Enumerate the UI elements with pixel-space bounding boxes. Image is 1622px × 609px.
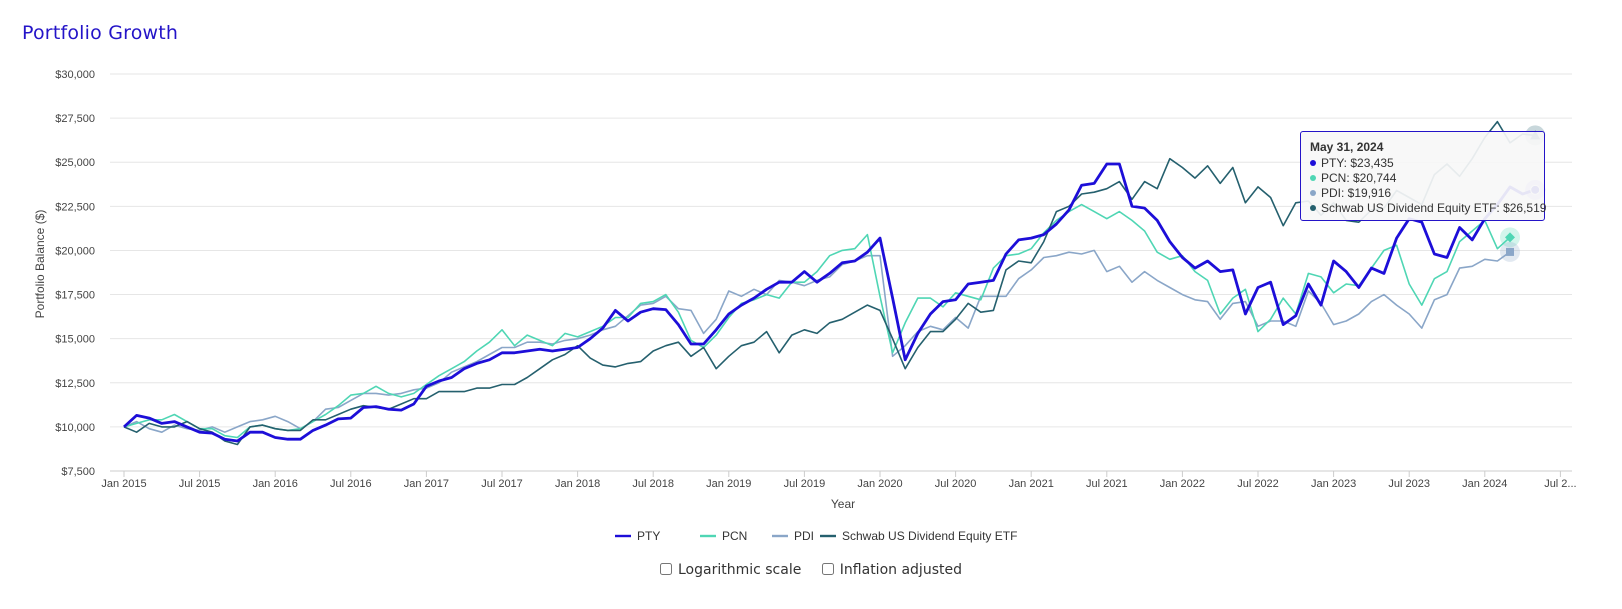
log-scale-option[interactable]: Logarithmic scale bbox=[660, 562, 806, 578]
y-tick-label: $15,000 bbox=[55, 334, 95, 346]
x-tick-label: Jul 2022 bbox=[1237, 478, 1279, 490]
x-tick-label: Jul 2016 bbox=[330, 478, 372, 490]
x-tick-label: Jul 2020 bbox=[935, 478, 977, 490]
x-tick-label: Jul 2017 bbox=[481, 478, 523, 490]
series-dot-icon bbox=[1310, 205, 1316, 211]
y-tick-label: $12,500 bbox=[55, 378, 95, 390]
x-tick-label: Jan 2021 bbox=[1009, 478, 1054, 490]
tooltip-row-schd: Schwab US Dividend Equity ETF: $26,519 bbox=[1310, 201, 1546, 216]
y-tick-label: $25,000 bbox=[55, 157, 95, 169]
inflation-checkbox[interactable] bbox=[821, 563, 834, 575]
x-tick-label: Jul 2023 bbox=[1388, 478, 1430, 490]
x-tick-label: Jul 2015 bbox=[179, 478, 221, 490]
legend[interactable]: PTY PCN PDI Schwab US Dividend Equity ETF bbox=[615, 529, 1017, 543]
series-dot-icon bbox=[1310, 175, 1316, 181]
y-tick-label: $10,000 bbox=[55, 422, 95, 434]
series-line-pcn[interactable] bbox=[123, 203, 1511, 439]
legend-item[interactable]: Schwab US Dividend Equity ETF bbox=[842, 529, 1017, 543]
series-line-pty[interactable] bbox=[123, 162, 1536, 443]
chart-tooltip: May 31, 2024 PTY: $23,435 PCN: $20,744 P… bbox=[1300, 131, 1546, 221]
series-dot-icon bbox=[1310, 160, 1316, 166]
inflation-option[interactable]: Inflation adjusted bbox=[821, 562, 962, 578]
x-tick-label: Jul 2021 bbox=[1086, 478, 1128, 490]
y-tick-label: $7,500 bbox=[61, 466, 95, 478]
x-tick-label: Jul 2018 bbox=[632, 478, 674, 490]
legend-item[interactable]: PDI bbox=[794, 529, 814, 543]
tooltip-row-pdi: PDI: $19,916 bbox=[1310, 186, 1535, 201]
legend-item[interactable]: PTY bbox=[637, 529, 660, 543]
x-tick-label: Jan 2015 bbox=[101, 478, 146, 490]
y-tick-label: $27,500 bbox=[55, 113, 95, 125]
x-tick-label: Jan 2024 bbox=[1462, 478, 1507, 490]
y-axis-ticks: $7,500 $10,000 $12,500 $15,000 $17,500 $20,00… bbox=[55, 69, 95, 478]
page-title: Portfolio Growth bbox=[22, 22, 179, 44]
tooltip-date: May 31, 2024 bbox=[1310, 140, 1384, 154]
x-tick-label: Jan 2022 bbox=[1160, 478, 1205, 490]
x-axis-label: Year bbox=[831, 497, 855, 511]
highlight-marker bbox=[1505, 232, 1515, 243]
x-tick-label: Jul 2... bbox=[1544, 478, 1576, 490]
legend-item[interactable]: PCN bbox=[722, 529, 747, 543]
highlight-marker bbox=[1506, 247, 1514, 256]
x-tick-label: Jan 2019 bbox=[706, 478, 751, 490]
series-line-pdi[interactable] bbox=[123, 249, 1511, 434]
chart-options: Logarithmic scale Inflation adjusted bbox=[0, 562, 1622, 578]
x-tick-label: Jul 2019 bbox=[784, 478, 826, 490]
y-axis-label: Portfolio Balance ($) bbox=[33, 210, 47, 319]
y-tick-label: $30,000 bbox=[55, 69, 95, 81]
x-axis-ticks: Jan 2015 Jul 2015 Jan 2016 Jul 2016 Jan 2017… bbox=[101, 471, 1577, 490]
x-tick-label: Jan 2017 bbox=[404, 478, 449, 490]
y-tick-label: $17,500 bbox=[55, 290, 95, 302]
x-tick-label: Jan 2018 bbox=[555, 478, 600, 490]
tooltip-row-pty: PTY: $23,435 bbox=[1310, 156, 1535, 171]
tooltip-row-pcn: PCN: $20,744 bbox=[1310, 171, 1535, 186]
series-dot-icon bbox=[1310, 190, 1316, 196]
log-scale-checkbox[interactable] bbox=[660, 563, 672, 575]
y-tick-label: $22,500 bbox=[55, 201, 95, 213]
x-tick-label: Jan 2023 bbox=[1311, 478, 1356, 490]
y-tick-label: $20,000 bbox=[55, 245, 95, 257]
x-tick-label: Jan 2016 bbox=[253, 478, 298, 490]
x-tick-label: Jan 2020 bbox=[857, 478, 902, 490]
